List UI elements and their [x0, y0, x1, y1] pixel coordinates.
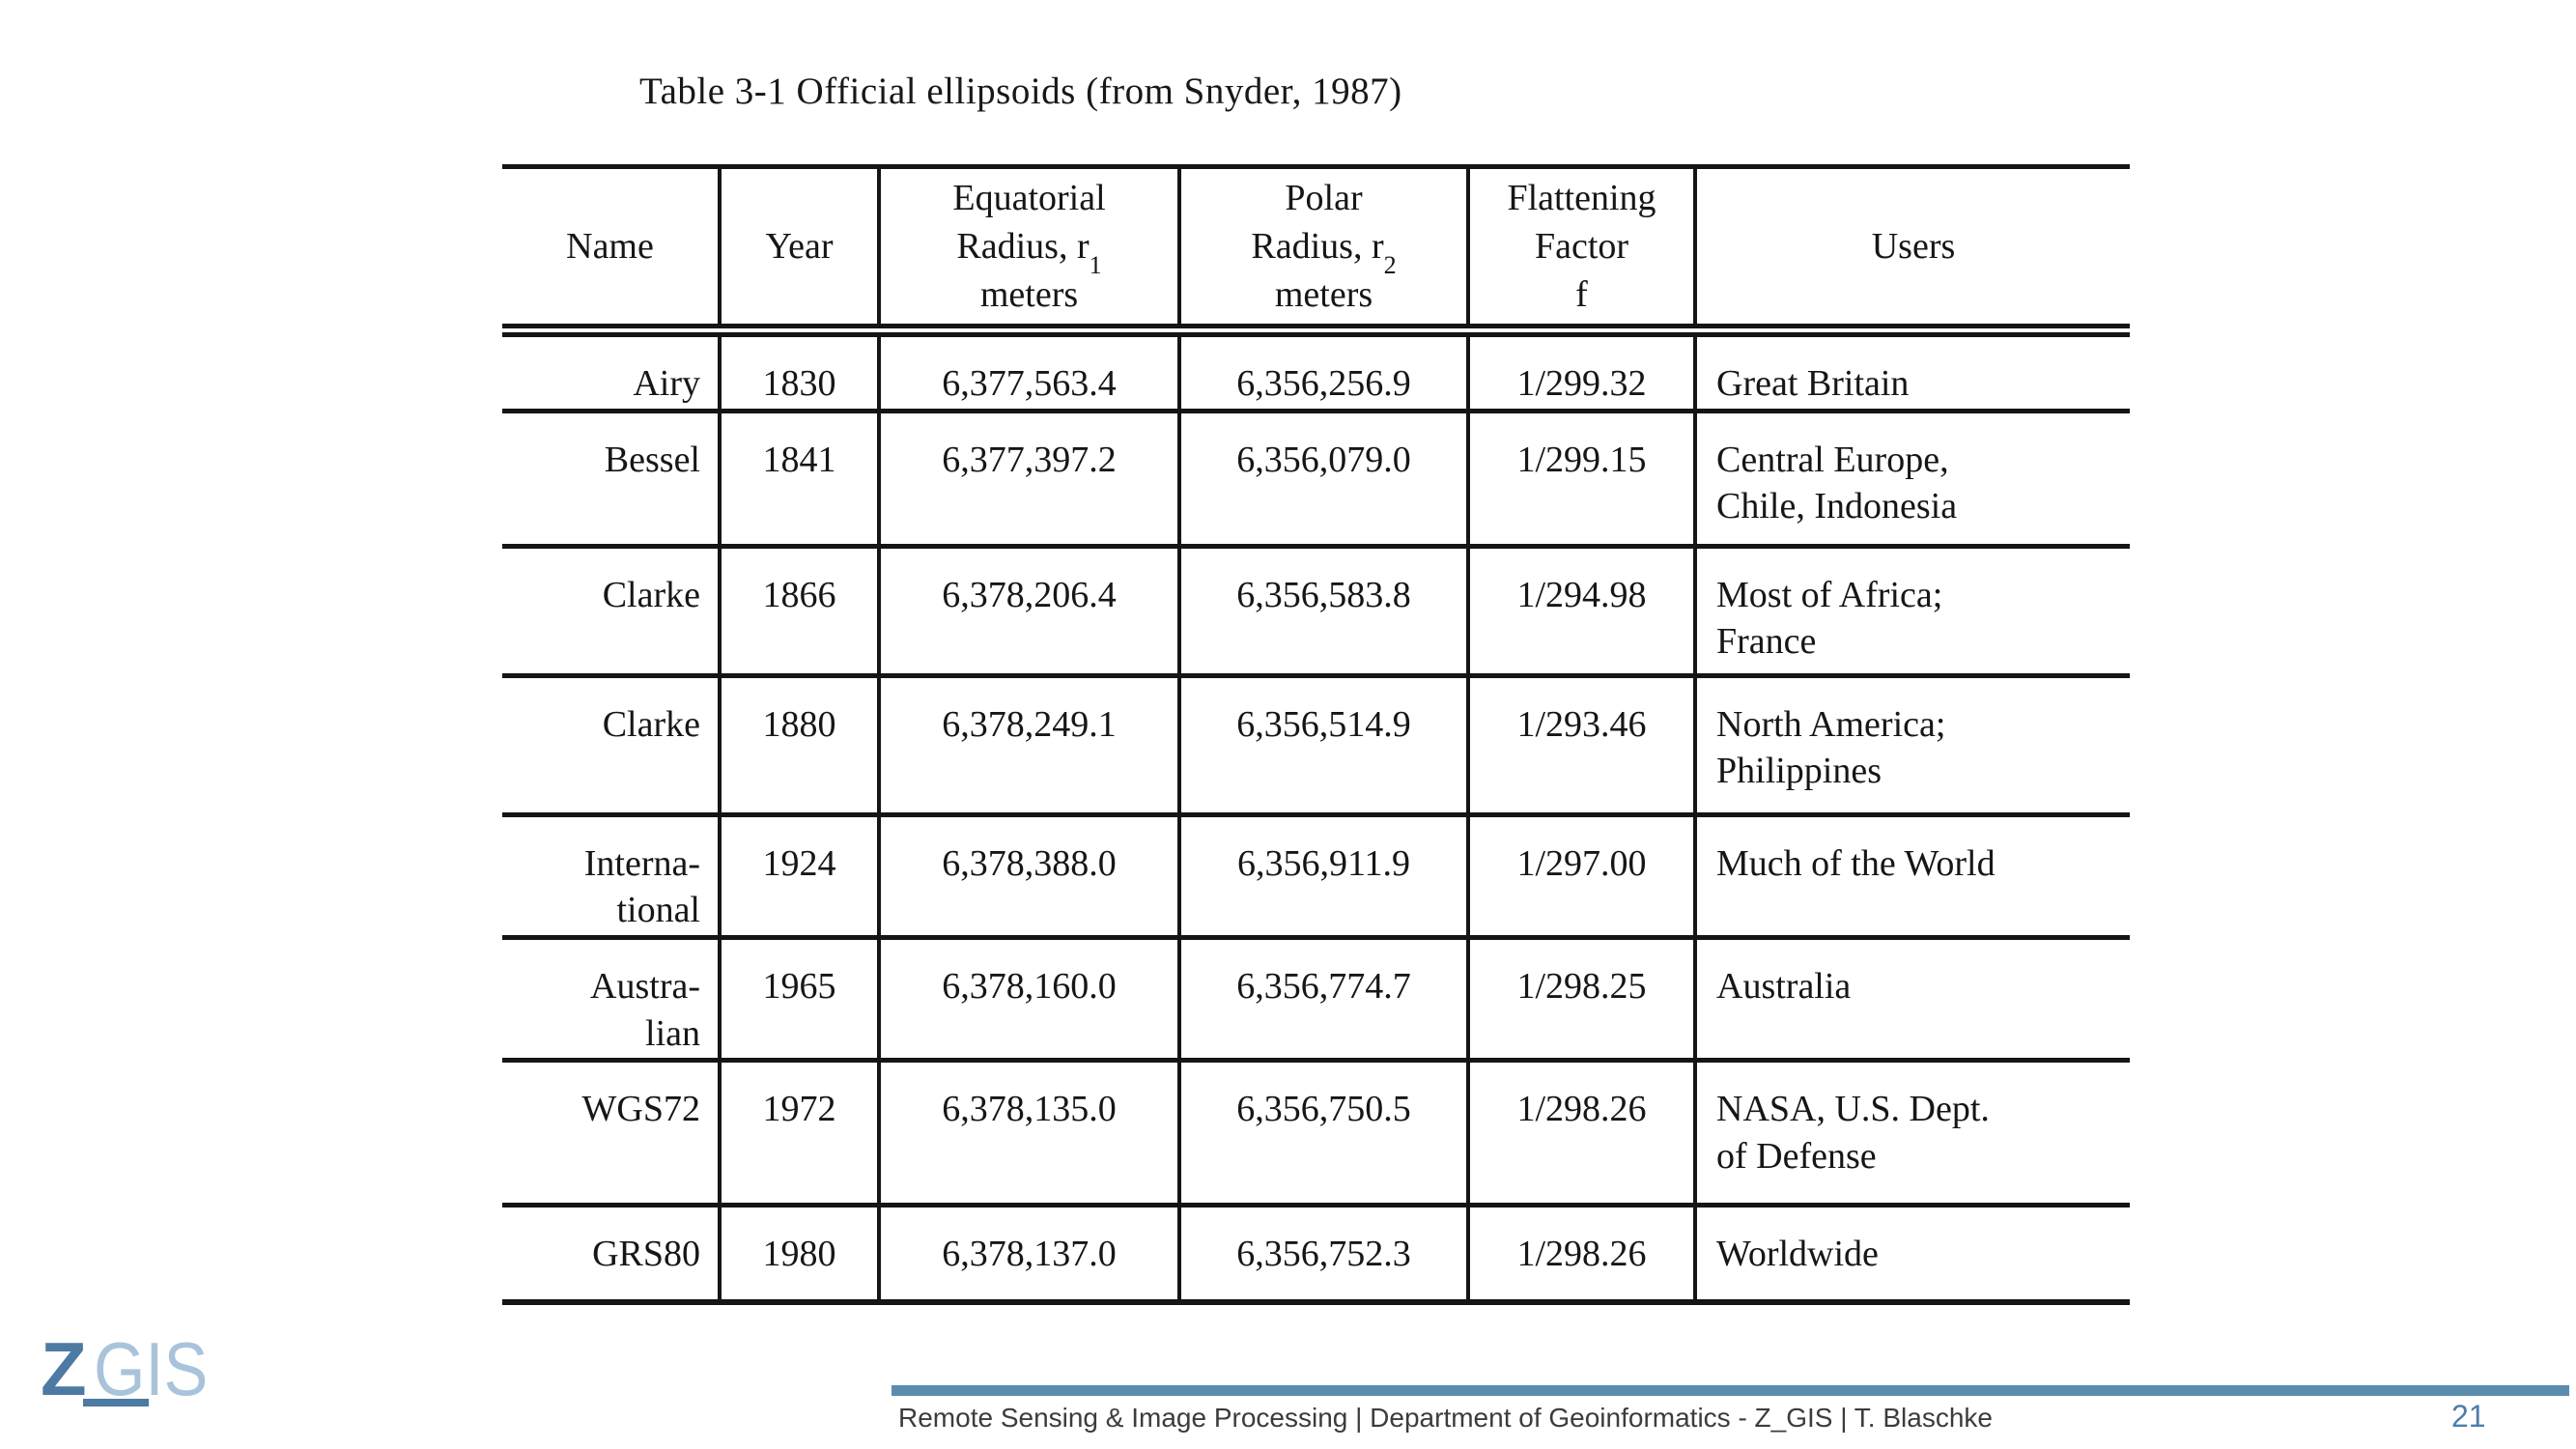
cell-users: North America; Philippines	[1695, 675, 2130, 817]
cell-flattening-factor: 1/297.00	[1468, 814, 1697, 940]
cell-equatorial-radius: 6,378,135.0	[879, 1060, 1181, 1208]
header-name: Name	[502, 164, 722, 337]
cell-year: 1841	[720, 411, 881, 549]
cell-polar-radius: 6,356,750.5	[1179, 1060, 1470, 1208]
cell-name: WGS72	[502, 1060, 722, 1208]
footer-divider-bar	[892, 1385, 2569, 1396]
cell-year: 1830	[720, 330, 881, 413]
cell-users: Worldwide	[1695, 1205, 2130, 1305]
cell-flattening-factor: 1/298.26	[1468, 1205, 1697, 1305]
cell-name: Interna- tional	[502, 814, 722, 940]
cell-equatorial-radius: 6,377,563.4	[879, 330, 1181, 413]
page-number: 21	[2451, 1399, 2486, 1434]
header-users: Users	[1695, 164, 2130, 337]
header-equatorial-radius: Equatorial Radius, r1 meters	[879, 164, 1181, 337]
header-line: Factor	[1534, 225, 1629, 267]
cell-polar-radius: 6,356,752.3	[1179, 1205, 1470, 1305]
cell-name: Clarke	[502, 675, 722, 817]
cell-name: Austra- lian	[502, 937, 722, 1064]
subscript: 1	[1089, 250, 1102, 279]
header-polar-radius: Polar Radius, r2 meters	[1179, 164, 1470, 337]
cell-equatorial-radius: 6,378,137.0	[879, 1205, 1181, 1305]
cell-year: 1866	[720, 546, 881, 678]
header-line: Flattening	[1507, 177, 1656, 218]
header-line: meters	[1274, 274, 1373, 316]
table-row: Bessel 1841 6,377,397.2 6,356,079.0 1/29…	[502, 411, 2130, 549]
table-row: Interna- tional 1924 6,378,388.0 6,356,9…	[502, 814, 2130, 940]
header-line: meters	[979, 274, 1079, 316]
table-row: Clarke 1866 6,378,206.4 6,356,583.8 1/29…	[502, 546, 2130, 678]
cell-name: Airy	[502, 330, 722, 413]
header-line: Radius, r1	[956, 225, 1102, 279]
cell-year: 1980	[720, 1205, 881, 1305]
cell-users: Central Europe, Chile, Indonesia	[1695, 411, 2130, 549]
cell-polar-radius: 6,356,079.0	[1179, 411, 1470, 549]
cell-flattening-factor: 1/293.46	[1468, 675, 1697, 817]
cell-flattening-factor: 1/299.32	[1468, 330, 1697, 413]
header-line: Equatorial	[952, 177, 1106, 218]
logo-z-letter: Z	[41, 1326, 87, 1411]
cell-equatorial-radius: 6,378,249.1	[879, 675, 1181, 817]
header-year: Year	[720, 164, 881, 337]
cell-users: NASA, U.S. Dept. of Defense	[1695, 1060, 2130, 1208]
header-line: Radius, r2	[1251, 225, 1397, 279]
cell-polar-radius: 6,356,514.9	[1179, 675, 1470, 817]
table-caption: Table 3-1 Official ellipsoids (from Snyd…	[639, 71, 1402, 112]
cell-equatorial-radius: 6,377,397.2	[879, 411, 1181, 549]
header-line: f	[1575, 274, 1588, 316]
cell-year: 1972	[720, 1060, 881, 1208]
cell-users: Great Britain	[1695, 330, 2130, 413]
cell-name: GRS80	[502, 1205, 722, 1305]
header-flattening-factor: Flattening Factor f	[1468, 164, 1697, 337]
logo-underscore	[83, 1399, 149, 1406]
cell-flattening-factor: 1/298.25	[1468, 937, 1697, 1064]
table-row: Airy 1830 6,377,563.4 6,356,256.9 1/299.…	[502, 330, 2130, 413]
table-row: Austra- lian 1965 6,378,160.0 6,356,774.…	[502, 937, 2130, 1064]
cell-flattening-factor: 1/298.26	[1468, 1060, 1697, 1208]
ellipsoids-table: Name Year Equatorial Radius, r1 meters P…	[502, 164, 2130, 1305]
cell-flattening-factor: 1/294.98	[1468, 546, 1697, 678]
cell-users: Most of Africa; France	[1695, 546, 2130, 678]
header-row: Name Year Equatorial Radius, r1 meters P…	[502, 164, 2130, 337]
table-row: GRS80 1980 6,378,137.0 6,356,752.3 1/298…	[502, 1205, 2130, 1305]
cell-users: Australia	[1695, 937, 2130, 1064]
footer-credit: Remote Sensing & Image Processing | Depa…	[898, 1403, 1993, 1433]
cell-equatorial-radius: 6,378,206.4	[879, 546, 1181, 678]
cell-year: 1880	[720, 675, 881, 817]
logo-gis-letters: GIS	[93, 1326, 208, 1411]
subscript: 2	[1383, 250, 1397, 279]
cell-polar-radius: 6,356,911.9	[1179, 814, 1470, 940]
cell-year: 1965	[720, 937, 881, 1064]
cell-flattening-factor: 1/299.15	[1468, 411, 1697, 549]
header-line: Polar	[1285, 177, 1363, 218]
table-row: Clarke 1880 6,378,249.1 6,356,514.9 1/29…	[502, 675, 2130, 817]
cell-equatorial-radius: 6,378,160.0	[879, 937, 1181, 1064]
zgis-logo: ZGIS	[41, 1331, 223, 1406]
cell-polar-radius: 6,356,256.9	[1179, 330, 1470, 413]
cell-name: Clarke	[502, 546, 722, 678]
cell-polar-radius: 6,356,774.7	[1179, 937, 1470, 1064]
cell-year: 1924	[720, 814, 881, 940]
cell-polar-radius: 6,356,583.8	[1179, 546, 1470, 678]
cell-name: Bessel	[502, 411, 722, 549]
table-row: WGS72 1972 6,378,135.0 6,356,750.5 1/298…	[502, 1060, 2130, 1208]
cell-users: Much of the World	[1695, 814, 2130, 940]
cell-equatorial-radius: 6,378,388.0	[879, 814, 1181, 940]
